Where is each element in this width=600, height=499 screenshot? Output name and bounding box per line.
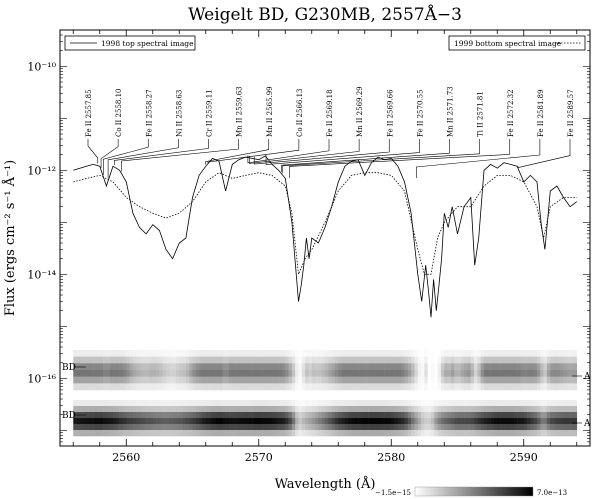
line-id-connector <box>87 139 99 164</box>
legend-1998-label: 1998 top spectral image <box>101 39 194 48</box>
spectral-image-bottom <box>73 400 578 437</box>
line-id-label: Fe II 2569.66 <box>386 89 394 137</box>
line-id-connector <box>207 139 300 163</box>
line-id-connector <box>114 139 209 166</box>
line-id-connector <box>121 139 239 172</box>
y-tick-label: 10⁻¹⁰ <box>27 60 56 73</box>
line-id-label: Fe II 2569.18 <box>326 89 334 137</box>
line-id-connector <box>289 139 511 178</box>
line-identifications: Fe II 2557.85 Co II 2558.10 Fe II 2558.27 N… <box>85 86 575 178</box>
line-id-connector <box>107 139 179 178</box>
line-id-connector <box>100 139 119 169</box>
spectral-image-top <box>73 350 578 391</box>
line-id-label: Mn II 2569.29 <box>356 86 364 137</box>
image-top-right-label: A <box>583 372 591 382</box>
y-tick-label: 10⁻¹⁶ <box>27 372 56 385</box>
chart-title: Weigelt BD, G230MB, 2557Å−3 <box>188 4 462 25</box>
line-id-label: Fe II 2572.32 <box>507 89 515 137</box>
image-bottom-right-label: A <box>583 419 591 429</box>
line-id-connector <box>253 139 390 165</box>
line-id-label: Co II 2558.10 <box>115 89 123 138</box>
line-id-label: Ti II 2571.81 <box>477 91 485 137</box>
series-1998-line <box>73 155 578 318</box>
legend-1998: 1998 top spectral image <box>64 35 196 51</box>
line-id-connector <box>415 139 541 178</box>
image-top-left-label: BD <box>62 363 76 373</box>
series-1999-line <box>73 172 577 276</box>
line-id-label: Mn II 2559.63 <box>236 86 244 137</box>
line-id-label: Fe II 2558.27 <box>145 89 153 137</box>
line-id-label: Cr II 2559.11 <box>206 89 214 137</box>
line-id-label: Fe II 2570.55 <box>416 89 424 137</box>
y-axis: 10⁻¹⁰ 10⁻¹² 10⁻¹⁴ 10⁻¹⁶ <box>27 29 590 447</box>
line-id-label: Fe II 2557.85 <box>85 89 93 137</box>
x-tick-label: 2560 <box>112 451 140 464</box>
x-tick-label: 2580 <box>377 451 405 464</box>
x-tick-label: 2570 <box>245 451 273 464</box>
line-id-label: Fe II 2589.57 <box>567 89 575 137</box>
colorbar-min-label: −1.5e−15 <box>375 489 411 497</box>
line-id-label: Co II 2566.13 <box>296 89 304 138</box>
line-id-label: Ni II 2558.63 <box>175 90 183 137</box>
colorbar: −1.5e−15 7.0e−13 <box>375 486 567 497</box>
legend-1999: 1999 bottom spectral image <box>448 35 586 51</box>
line-id-connector <box>281 139 450 173</box>
legend-1999-label: 1999 bottom spectral image <box>454 39 562 48</box>
line-id-connector <box>517 139 571 168</box>
x-axis-label: Wavelength (Å) <box>275 476 376 492</box>
line-id-connector <box>282 139 480 174</box>
colorbar-max-label: 7.0e−13 <box>537 489 567 497</box>
image-bottom-left-label: BD <box>62 411 76 421</box>
line-id-label: Mn II 2571.73 <box>447 86 455 137</box>
line-id-connector <box>247 139 330 164</box>
line-id-connector <box>249 139 360 164</box>
y-tick-label: 10⁻¹² <box>27 164 56 177</box>
line-id-label: Mn II 2565.99 <box>266 86 274 137</box>
x-tick-label: 2590 <box>510 451 538 464</box>
y-tick-label: 10⁻¹⁴ <box>27 268 56 281</box>
line-id-connector <box>205 139 270 165</box>
line-id-connector <box>103 139 149 175</box>
x-axis: 2560 2570 2580 2590 <box>72 30 578 464</box>
line-id-label: Fe II 2581.89 <box>537 89 545 137</box>
line-id-connector <box>265 139 420 165</box>
y-axis-label: Flux (ergs cm⁻² s⁻¹ Å⁻¹) <box>2 160 18 316</box>
